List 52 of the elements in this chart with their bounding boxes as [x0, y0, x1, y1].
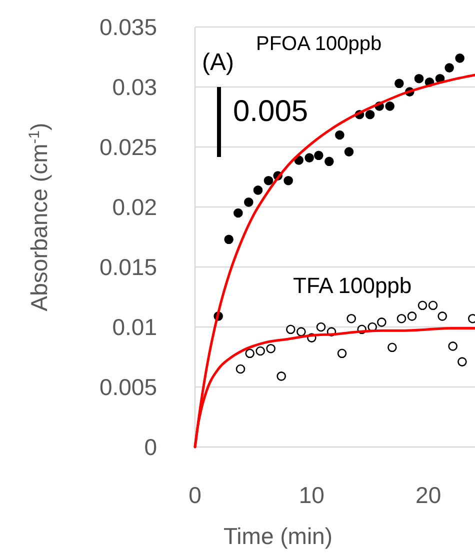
- point: [236, 364, 246, 374]
- point: [396, 314, 406, 324]
- point: [296, 327, 306, 336]
- y-tick-label: 0: [144, 434, 157, 460]
- point: [388, 342, 397, 352]
- point: [276, 372, 286, 381]
- point: [365, 110, 375, 120]
- point: [385, 102, 394, 111]
- y-tick-label: 0.035: [99, 14, 157, 40]
- y-tick-label: 0.01: [112, 314, 157, 340]
- y-tick-label: 0.015: [99, 254, 157, 280]
- point: [256, 346, 265, 356]
- point: [418, 300, 428, 310]
- annotation: 0.005: [233, 95, 308, 128]
- point: [234, 208, 243, 218]
- point: [314, 150, 324, 160]
- y-tick-label: 0.025: [99, 134, 157, 160]
- x-tick-label: 20: [416, 482, 442, 508]
- point: [377, 318, 386, 327]
- annotation: (A): [202, 49, 234, 76]
- point: [444, 63, 454, 72]
- point: [304, 153, 314, 162]
- point: [335, 130, 344, 140]
- point: [337, 348, 347, 358]
- point: [428, 300, 438, 310]
- point: [266, 344, 276, 354]
- x-axis-title: Time (min): [223, 523, 333, 549]
- point: [264, 176, 274, 186]
- y-tick-label: 0.03: [112, 74, 157, 100]
- point: [324, 156, 334, 166]
- annotation: PFOA 100ppb: [256, 33, 382, 55]
- point: [245, 348, 254, 358]
- point: [344, 147, 354, 156]
- point: [438, 312, 447, 321]
- point: [346, 314, 356, 324]
- x-tick-label: 10: [298, 482, 324, 508]
- point: [394, 78, 404, 88]
- y-tick-label: 0.02: [112, 194, 157, 220]
- point: [224, 234, 234, 244]
- x-tick-label: 0: [188, 482, 202, 508]
- point: [414, 74, 424, 84]
- point: [458, 357, 467, 366]
- point: [284, 176, 293, 186]
- point: [286, 324, 296, 334]
- point: [253, 186, 263, 195]
- point: [448, 342, 458, 351]
- y-tick-label: 0.005: [99, 374, 157, 400]
- point: [407, 312, 417, 321]
- point: [316, 322, 326, 332]
- point: [244, 198, 254, 207]
- point: [455, 54, 464, 63]
- annotation: TFA 100ppb: [293, 273, 412, 298]
